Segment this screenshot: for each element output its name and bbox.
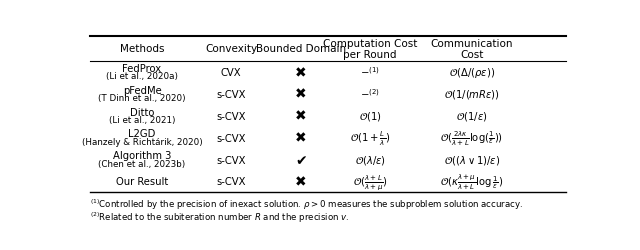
Text: s-CVX: s-CVX [216,177,246,187]
Text: $\mathcal{O}(1/(mR\varepsilon))$: $\mathcal{O}(1/(mR\varepsilon))$ [444,88,500,101]
Text: s-CVX: s-CVX [216,133,246,143]
Text: Methods: Methods [120,44,164,54]
Text: ✔: ✔ [295,153,307,167]
Text: $\mathcal{O}(\frac{\lambda+L}{\lambda+\mu})$: $\mathcal{O}(\frac{\lambda+L}{\lambda+\m… [353,172,388,191]
Text: L2GD: L2GD [128,129,156,139]
Text: (Chen et al., 2023b): (Chen et al., 2023b) [99,159,186,168]
Text: ✖: ✖ [295,66,307,80]
Text: $^{(2)}$Related to the subiteration number $R$ and the precision $v$.: $^{(2)}$Related to the subiteration numb… [90,210,349,224]
Text: CVX: CVX [221,68,241,78]
Text: Bounded Domain: Bounded Domain [255,44,346,54]
Text: $\mathcal{O}(\frac{2\lambda\kappa}{\lambda+L}\log(\frac{1}{\varepsilon}))$: $\mathcal{O}(\frac{2\lambda\kappa}{\lamb… [440,129,503,147]
Text: s-CVX: s-CVX [216,111,246,121]
Text: $\mathcal{O}(1/\varepsilon)$: $\mathcal{O}(1/\varepsilon)$ [456,110,488,123]
Text: Ditto: Ditto [130,107,154,117]
Text: $-^{(2)}$: $-^{(2)}$ [360,90,380,100]
Text: $\mathcal{O}((\lambda \vee 1)/\varepsilon)$: $\mathcal{O}((\lambda \vee 1)/\varepsilo… [444,154,500,166]
Text: $\mathcal{O}(1+\frac{L}{\lambda})$: $\mathcal{O}(1+\frac{L}{\lambda})$ [350,129,390,147]
Text: ✖: ✖ [295,109,307,123]
Text: $\mathcal{O}(\Delta/(\rho\varepsilon))$: $\mathcal{O}(\Delta/(\rho\varepsilon))$ [449,66,495,80]
Text: $\mathcal{O}(\kappa\frac{\lambda+\mu}{\lambda+L}\log\frac{1}{\varepsilon})$: $\mathcal{O}(\kappa\frac{\lambda+\mu}{\l… [440,172,504,192]
Text: (Hanzely & Richtárik, 2020): (Hanzely & Richtárik, 2020) [82,138,202,146]
Text: Our Result: Our Result [116,177,168,187]
Text: s-CVX: s-CVX [216,90,246,100]
Text: (T Dinh et al., 2020): (T Dinh et al., 2020) [98,94,186,103]
Text: s-CVX: s-CVX [216,155,246,165]
Text: (Li et al., 2021): (Li et al., 2021) [109,116,175,125]
Text: ✖: ✖ [295,88,307,102]
Text: Convexity: Convexity [205,44,257,54]
Text: $-^{(1)}$: $-^{(1)}$ [360,68,380,78]
Text: Algorithm 3: Algorithm 3 [113,151,171,161]
Text: (Li et al., 2020a): (Li et al., 2020a) [106,72,178,81]
Text: $\mathcal{O}(\lambda/\varepsilon)$: $\mathcal{O}(\lambda/\varepsilon)$ [355,154,386,166]
Text: FedProx: FedProx [122,64,161,74]
Text: Communication
Cost: Communication Cost [431,38,513,60]
Text: ✖: ✖ [295,131,307,145]
Text: Computation Cost
per Round: Computation Cost per Round [323,38,417,60]
Text: pFedMe: pFedMe [123,85,161,95]
Text: $^{(1)}$Controlled by the precision of inexact solution. $\rho > 0$ measures the: $^{(1)}$Controlled by the precision of i… [90,197,523,212]
Text: ✖: ✖ [295,175,307,189]
Text: $\mathcal{O}(1)$: $\mathcal{O}(1)$ [359,110,381,123]
